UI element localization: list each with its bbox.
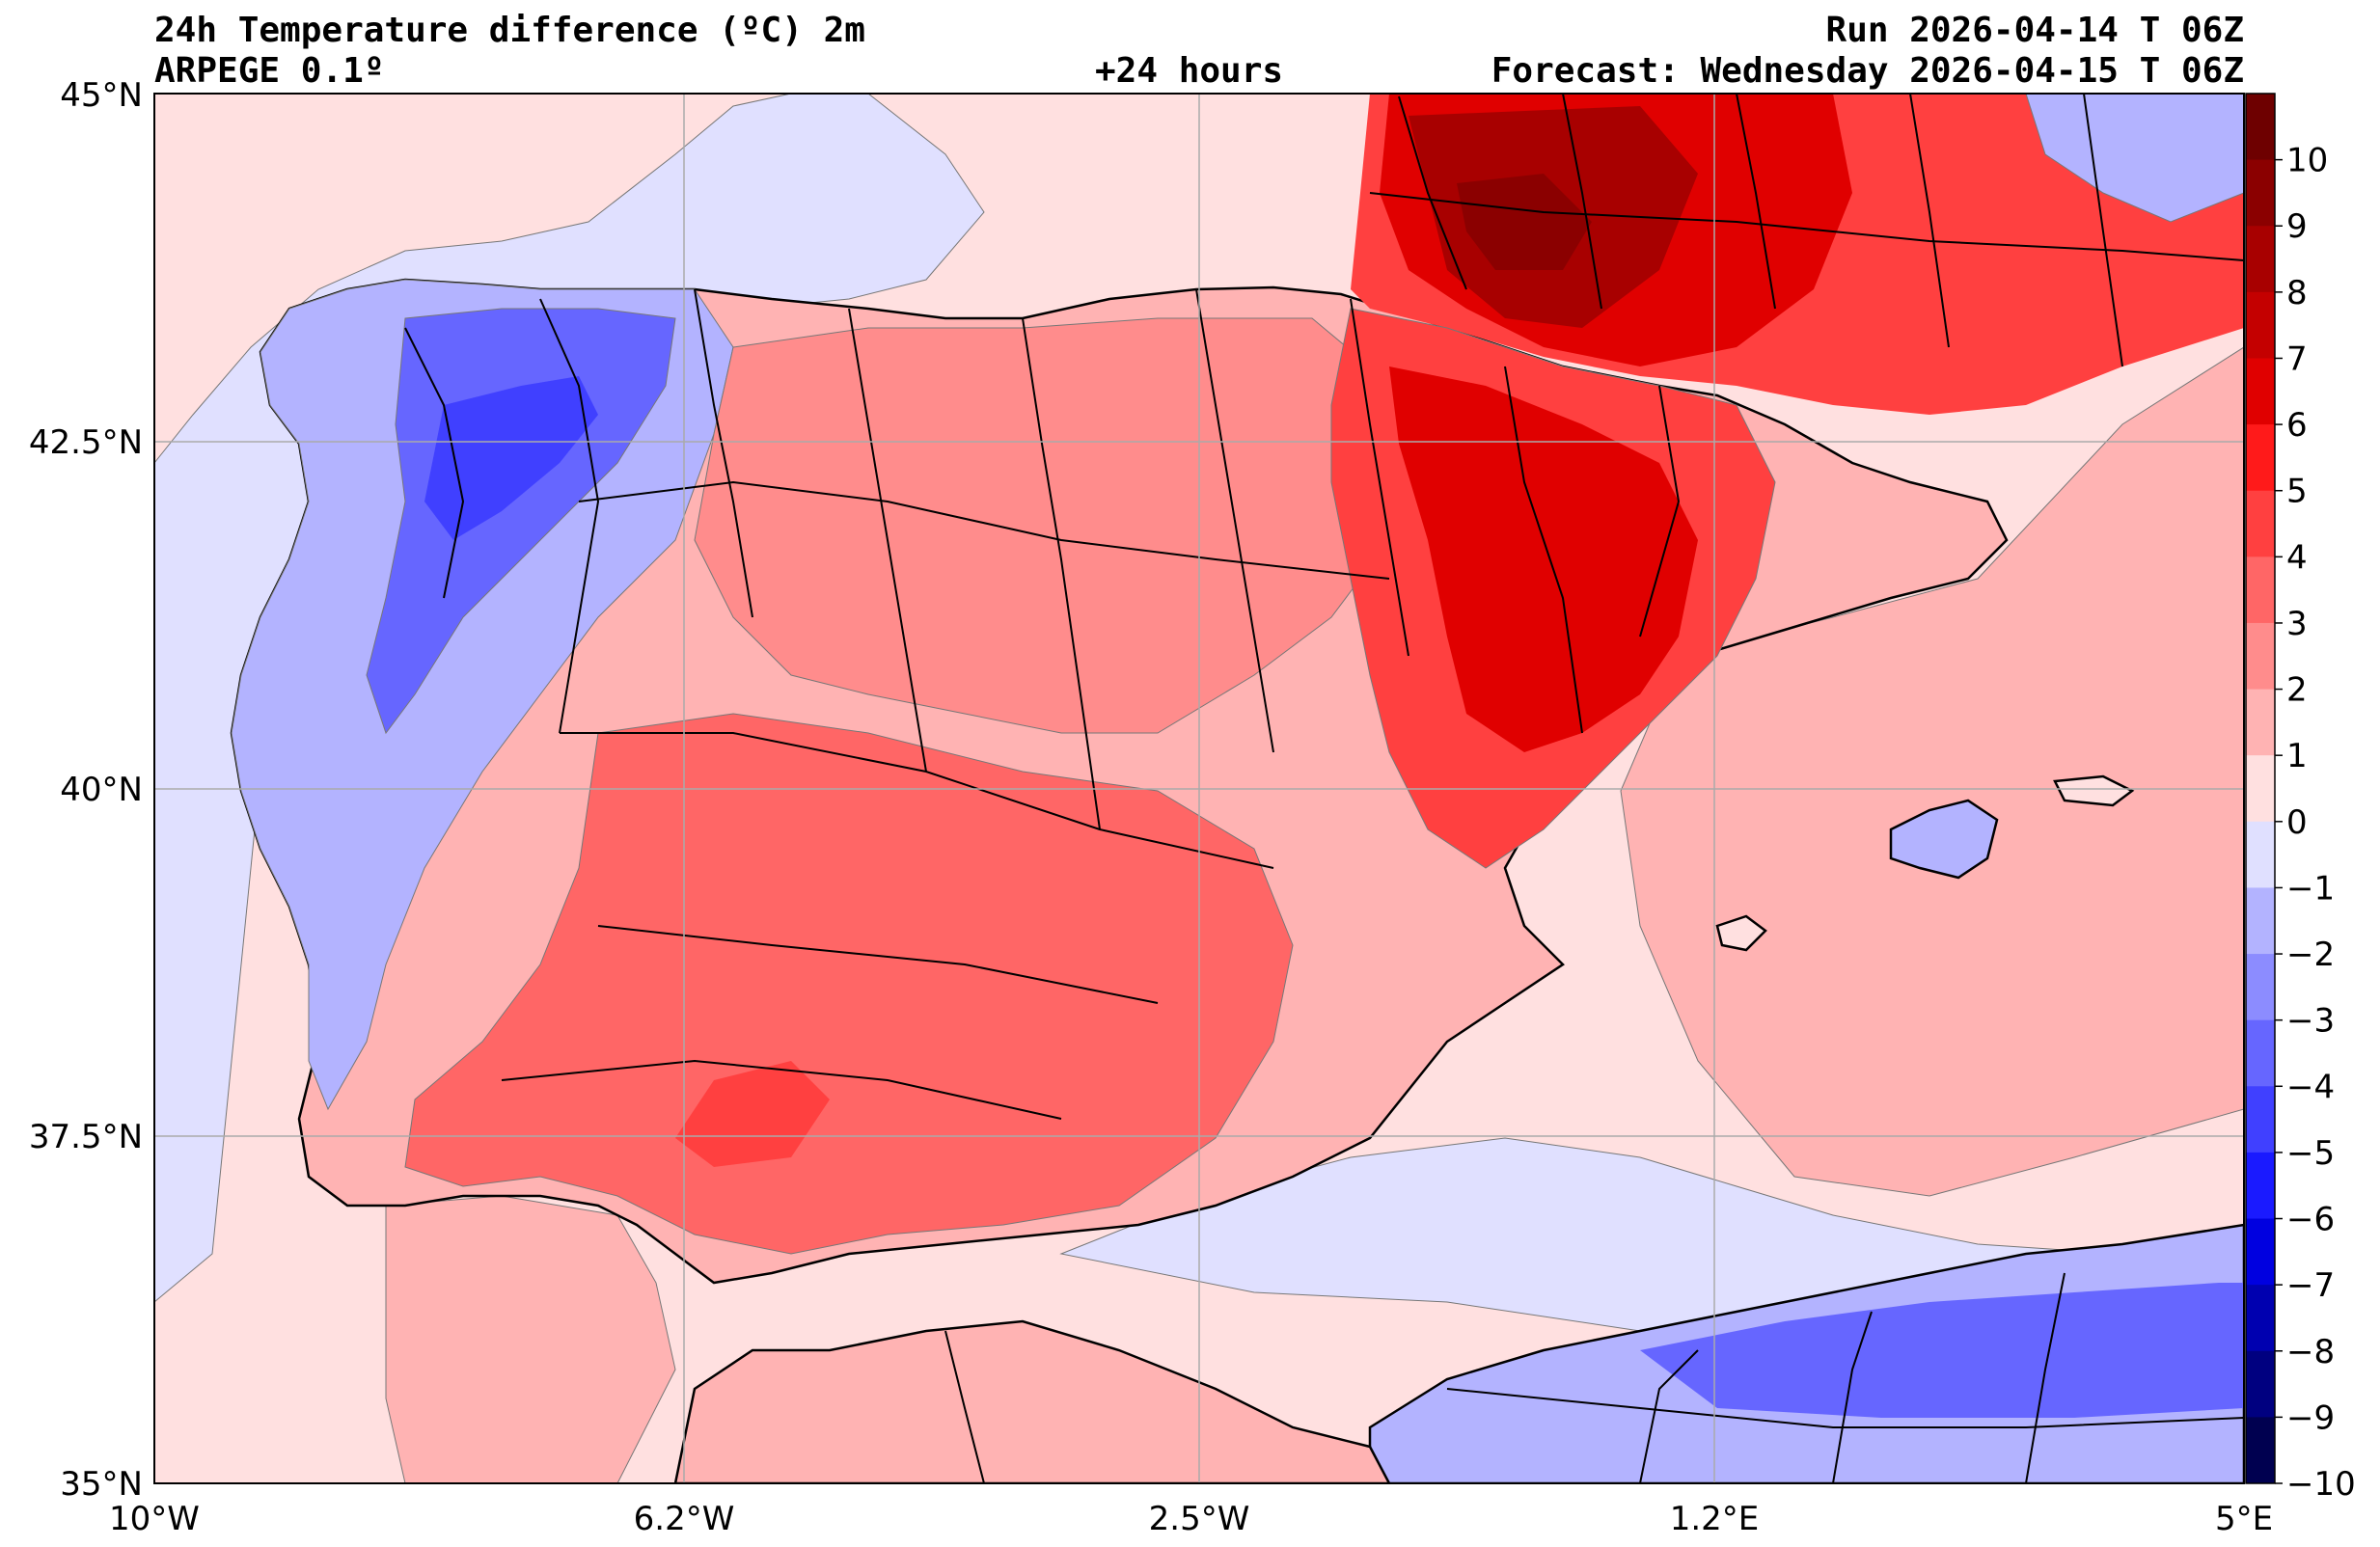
longitude-ticks: 10°W 6.2°W 2.5°W 1.2°E 5°E (109, 1500, 2273, 1538)
lon-tick-5e: 5°E (2215, 1500, 2273, 1538)
west-coldest-region (424, 376, 598, 540)
colorbar-label: −6 (2286, 1201, 2335, 1239)
morocco-land (673, 1319, 1391, 1483)
colorbar-segment (2246, 358, 2275, 425)
colorbar-label: 0 (2286, 803, 2308, 842)
colorbar-segment (2246, 159, 2275, 227)
lon-tick-10w: 10°W (109, 1500, 200, 1538)
colorbar-label: 10 (2286, 142, 2328, 180)
run-label: Run 2026-04-14 T 06Z (1825, 11, 2244, 50)
colorbar-label: 8 (2286, 274, 2308, 312)
lat-tick-45: 45°N (60, 76, 143, 115)
lon-tick-1-2e: 1.2°E (1670, 1500, 1760, 1538)
colorbar-label: 3 (2286, 605, 2308, 643)
mediterranean-warm-patch (1620, 346, 2244, 1197)
colorbar-segment (2246, 1417, 2275, 1484)
colorbar-segment (2246, 226, 2275, 293)
colorbar-segment (2246, 424, 2275, 492)
colorbar-label: 7 (2286, 339, 2308, 378)
menorca-island (2053, 774, 2135, 807)
model-label: ARPEGE 0.1º (154, 51, 385, 91)
colorbar-label: 1 (2286, 737, 2308, 775)
colorbar-segment (2246, 94, 2275, 161)
colorbar-label: 5 (2286, 473, 2308, 511)
forecast-label: Forecast: Wednesday 2026-04-15 T 06Z (1491, 51, 2244, 91)
province-boundaries (404, 94, 2244, 1483)
map-frame (153, 93, 2245, 1484)
france-peak-hot-region (1457, 174, 1592, 270)
north-africa-colder-region (1640, 1283, 2244, 1418)
lat-tick-40: 40°N (60, 771, 143, 809)
gridlines (154, 94, 2244, 1483)
ebro-very-hot-region (1389, 366, 1698, 752)
colorbar-frame (2245, 93, 2276, 1484)
colorbar-label: −1 (2286, 869, 2335, 908)
alps-cool-patch (2025, 94, 2244, 223)
colorbar-segment (2246, 1218, 2275, 1286)
colorbar-label: −4 (2286, 1068, 2335, 1106)
atlantic-warm-patch (385, 1195, 676, 1483)
ibiza-island (1715, 914, 1767, 952)
lon-tick-6-2w: 6.2°W (634, 1500, 735, 1538)
colorbar-segment (2246, 1086, 2275, 1153)
colorbar-label: −3 (2286, 1002, 2335, 1041)
colorbar-label: 4 (2286, 538, 2308, 577)
colorbar-label: 2 (2286, 671, 2308, 710)
latitude-ticks: 45°N 42.5°N 40°N 37.5°N 35°N (29, 76, 143, 1504)
colorbar-segment (2246, 1019, 2275, 1087)
colorbar-segment (2246, 887, 2275, 955)
colorbar-label: 9 (2286, 207, 2308, 246)
mallorca-island (1889, 799, 1999, 880)
colorbar-label: −7 (2286, 1266, 2335, 1305)
west-cool-region (231, 279, 734, 1111)
colorbar-label: −2 (2286, 936, 2335, 974)
colorbar-label: −5 (2286, 1134, 2335, 1173)
colorbar-segment (2246, 689, 2275, 756)
colorbar-segment (2246, 1152, 2275, 1220)
colorbar-label: −9 (2286, 1398, 2335, 1437)
south-hot-region (675, 1061, 830, 1167)
colorbar-segment (2246, 622, 2275, 691)
colorbar-segment (2246, 1350, 2275, 1418)
colorbar-label: −10 (2286, 1465, 2356, 1504)
lat-tick-42-5: 42.5°N (29, 423, 143, 462)
lat-tick-35: 35°N (60, 1465, 143, 1504)
map-title: 24h Temperature difference (ºC) 2m (154, 11, 865, 50)
colorbar-segment (2246, 755, 2275, 823)
colorbar-segment (2246, 1285, 2275, 1352)
colorbar-label: 6 (2286, 406, 2308, 445)
lon-tick-2-5w: 2.5°W (1149, 1500, 1250, 1538)
lead-time-label: +24 hours (1095, 51, 1284, 91)
colorbar-segment (2246, 291, 2275, 359)
colorbar-segment (2246, 490, 2275, 557)
colorbar-segment (2246, 556, 2275, 624)
interior-warm-region (694, 317, 1409, 734)
lat-tick-37-5: 37.5°N (29, 1118, 143, 1156)
south-warm-region (404, 713, 1294, 1255)
colorbar-label: −8 (2286, 1333, 2335, 1371)
colorbar-segment (2246, 954, 2275, 1021)
colorbar-segment (2246, 821, 2275, 888)
